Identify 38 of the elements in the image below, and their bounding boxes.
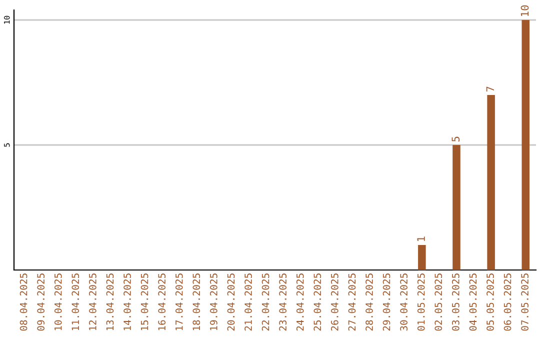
x-tick-label: 24.04.2025 <box>296 274 304 331</box>
x-tick-label: 08.04.2025 <box>20 274 28 331</box>
bar <box>452 145 460 270</box>
x-tick-label: 02.05.2025 <box>434 274 442 331</box>
bar <box>522 20 530 270</box>
x-tick-label: 10.04.2025 <box>54 274 62 330</box>
x-tick-label: 28.04.2025 <box>366 274 373 331</box>
data-label: 10 <box>520 5 529 16</box>
x-tick-label: 21.04.2025 <box>244 274 252 331</box>
x-tick-label: 17.04.2025 <box>175 274 183 330</box>
x-tick-label: 16.04.2025 <box>158 274 166 330</box>
x-tick-label: 19.04.2025 <box>210 274 218 330</box>
data-label: 5 <box>452 136 460 142</box>
x-tick-label: 25.04.2025 <box>314 274 322 331</box>
x-tick-label: 20.04.2025 <box>227 274 235 331</box>
x-tick-label: 18.04.2025 <box>192 274 200 330</box>
x-tick-label: 07.05.2025 <box>521 274 528 331</box>
x-tick-label: 30.04.2025 <box>400 274 408 331</box>
x-tick-label: 22.04.2025 <box>262 274 270 331</box>
x-tick-label: 13.04.2025 <box>106 274 114 330</box>
x-tick-label: 05.05.2025 <box>486 274 494 331</box>
x-tick-label: 26.04.2025 <box>330 274 338 331</box>
x-tick-label: 27.04.2025 <box>348 274 356 331</box>
x-tick-label: 29.04.2025 <box>382 274 390 331</box>
data-label: 7 <box>486 86 494 92</box>
x-tick-label: 23.04.2025 <box>279 274 286 331</box>
data-label: 1 <box>417 236 425 241</box>
bar <box>418 245 426 270</box>
x-tick-label: 12.04.2025 <box>89 274 96 330</box>
x-tick-label: 11.04.2025 <box>72 274 80 330</box>
x-tick-label: 03.05.2025 <box>452 274 460 331</box>
x-tick-label: 06.05.2025 <box>504 274 512 331</box>
x-tick-label: 15.04.2025 <box>140 274 148 330</box>
x-tick-label: 04.05.2025 <box>469 274 477 331</box>
bar <box>487 95 495 270</box>
x-tick-label: 01.05.2025 <box>417 274 425 331</box>
x-tick-label: 09.04.2025 <box>37 274 44 331</box>
x-tick-label: 14.04.2025 <box>124 274 131 330</box>
